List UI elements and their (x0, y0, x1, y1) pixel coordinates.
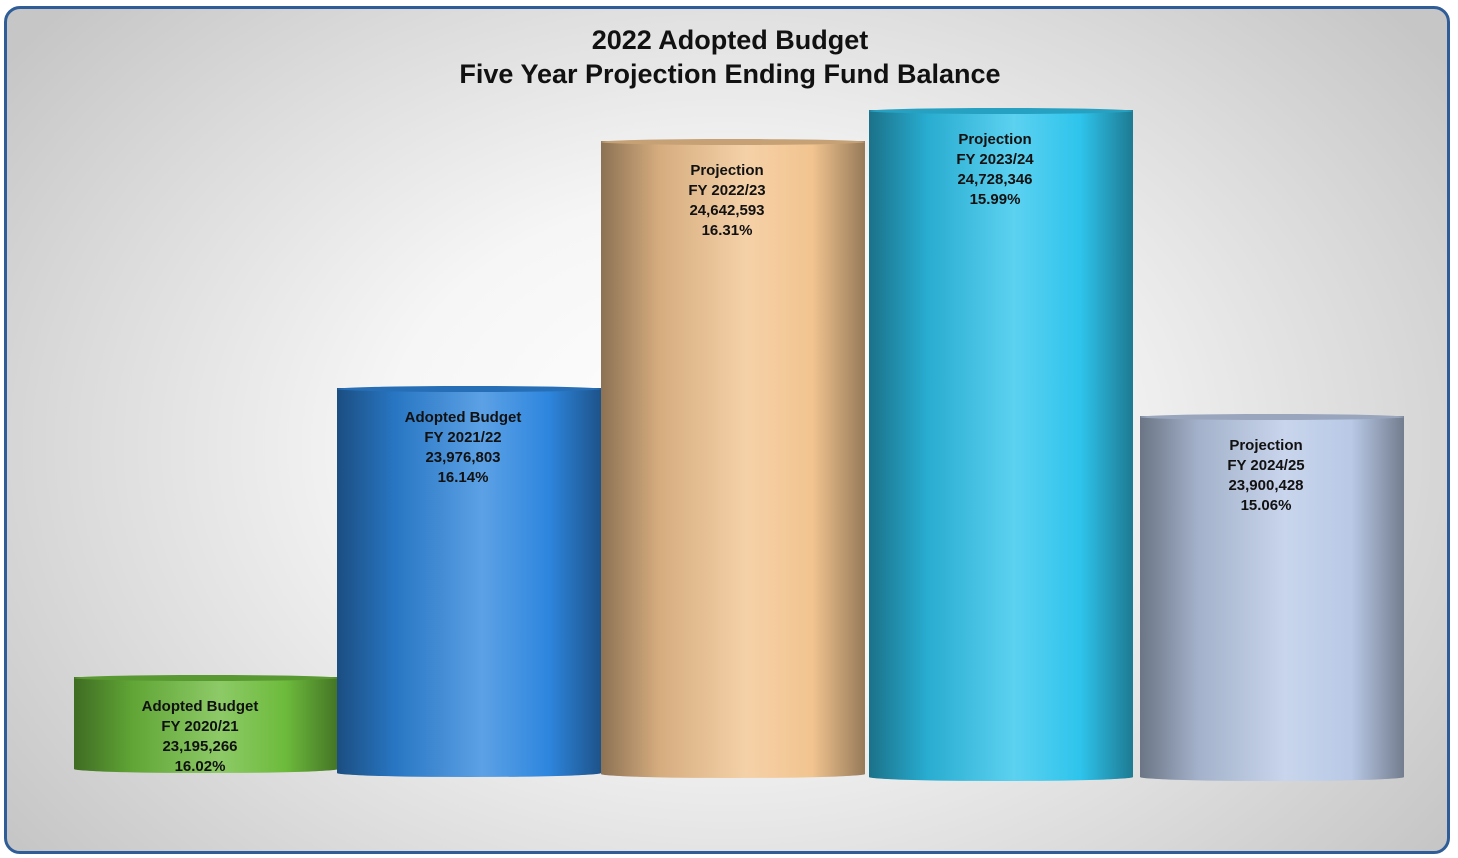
bar-fy-label: FY 2022/23 (688, 182, 765, 199)
bars-layer: Adopted Budget FY 2020/21 23,195,266 16.02%… (74, 108, 1404, 781)
bar-group: Adopted Budget FY 2021/22 23,976,803 16.14% (337, 386, 601, 777)
bar-group: Projection FY 2022/23 24,642,593 16.31% (601, 139, 865, 778)
bar-fy-label: FY 2023/24 (956, 151, 1034, 168)
bar-fy-label: FY 2024/25 (1227, 457, 1304, 474)
bar (337, 388, 601, 773)
chart-subtitle: Five Year Projection Ending Fund Balance (459, 59, 1000, 89)
bar-percent-label: 16.14% (438, 469, 489, 486)
bar-amount-label: 23,195,266 (162, 738, 237, 755)
bar (601, 141, 865, 774)
bar-category-label: Adopted Budget (142, 698, 259, 715)
bar-category-label: Projection (958, 131, 1031, 148)
bar-category-label: Projection (1229, 437, 1302, 454)
bar-category-label: Adopted Budget (405, 409, 522, 426)
bar-fy-label: FY 2021/22 (424, 429, 501, 446)
chart-frame: 2022 Adopted Budget Five Year Projection… (4, 6, 1450, 854)
bar-amount-label: 23,976,803 (425, 449, 500, 466)
bar-top-cap (1140, 414, 1404, 420)
bar-amount-label: 24,728,346 (957, 171, 1032, 188)
bar (1140, 416, 1404, 777)
bar-bottom-cap (337, 769, 601, 777)
bar-percent-label: 15.06% (1241, 497, 1292, 514)
bar-group: Projection FY 2024/25 23,900,428 15.06% (1140, 414, 1404, 781)
chart-title: 2022 Adopted Budget (592, 25, 869, 55)
bar (869, 110, 1133, 777)
bar-chart: 2022 Adopted Budget Five Year Projection… (74, 25, 1404, 781)
bar-percent-label: 16.31% (702, 222, 753, 239)
bar (74, 677, 338, 769)
bar-top-cap (601, 139, 865, 145)
bar-top-cap (337, 386, 601, 392)
bar-fy-label: FY 2020/21 (161, 718, 238, 735)
bar-group: Projection FY 2023/24 24,728,346 15.99% (869, 108, 1133, 781)
bar-amount-label: 23,900,428 (1228, 477, 1303, 494)
bar-bottom-cap (74, 765, 338, 773)
bar-top-cap (869, 108, 1133, 114)
bar-category-label: Projection (690, 162, 763, 179)
bar-group: Adopted Budget FY 2020/21 23,195,266 16.02% (74, 675, 338, 775)
bar-bottom-cap (601, 770, 865, 778)
bar-amount-label: 24,642,593 (689, 202, 764, 219)
bar-percent-label: 16.02% (175, 758, 226, 775)
bar-bottom-cap (869, 773, 1133, 781)
bar-bottom-cap (1140, 773, 1404, 781)
bar-top-cap (74, 675, 338, 681)
bar-percent-label: 15.99% (970, 191, 1021, 208)
